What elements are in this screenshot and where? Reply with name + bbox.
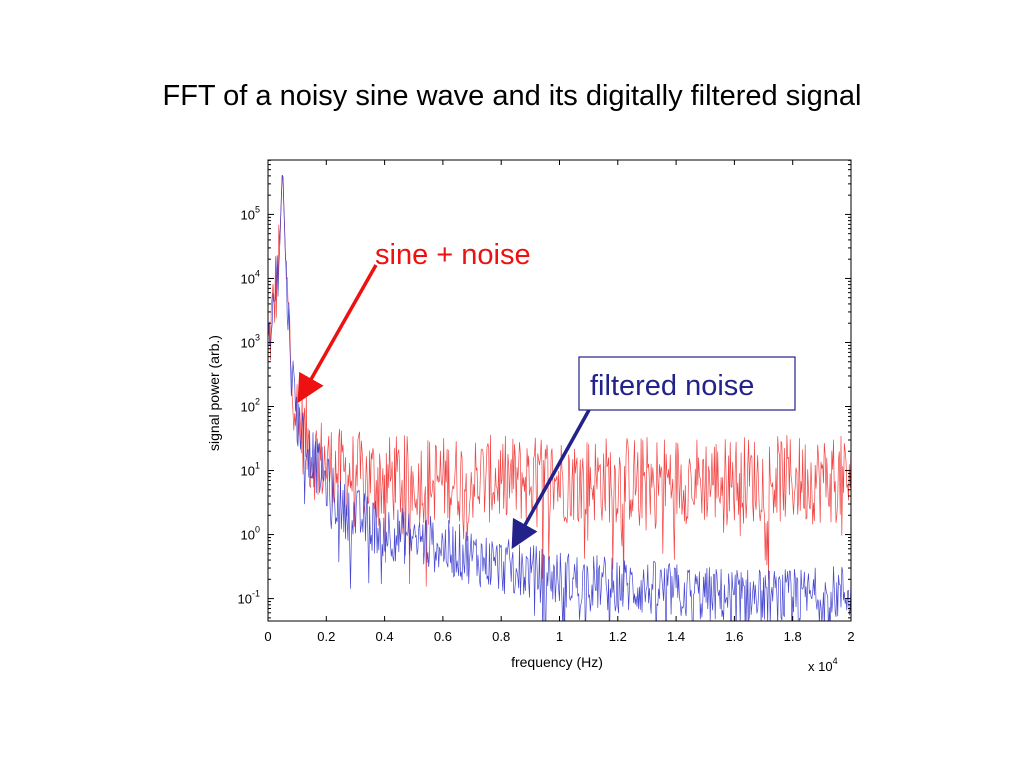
y-axis-label: signal power (arb.) (206, 335, 222, 451)
y-tick-exp: -1 (252, 589, 260, 599)
y-tick-exp: 2 (255, 397, 260, 407)
annotation-filtered-noise: filtered noise (590, 370, 754, 402)
y-tick-label: 101 (241, 461, 260, 479)
x-tick-label: 1.2 (609, 629, 627, 644)
y-tick-exp: 1 (255, 461, 260, 471)
y-tick-base: 10 (238, 592, 252, 607)
series-layer (268, 174, 851, 621)
y-tick-base: 10 (241, 207, 255, 222)
x-tick-label: 0 (264, 629, 271, 644)
series-line-0 (268, 174, 851, 592)
y-tick-base: 10 (241, 464, 255, 479)
slide-title: FFT of a noisy sine wave and its digital… (162, 80, 862, 112)
y-tick-base: 10 (241, 335, 255, 350)
x-tick-label: 1.8 (784, 629, 802, 644)
y-tick-label: 105 (241, 204, 260, 222)
y-tick-base: 10 (241, 271, 255, 286)
filtered-noise-box (578, 356, 796, 411)
series-line-1 (268, 174, 851, 621)
x-tick-label: 1.4 (667, 629, 685, 644)
x-axis-label: frequency (Hz) (511, 654, 603, 670)
y-tick-label: 102 (241, 397, 260, 415)
y-tick-label: 104 (241, 268, 260, 286)
x-tick-label: 0.8 (492, 629, 510, 644)
y-tick-base: 10 (241, 400, 255, 415)
x-tick-label: 0.4 (376, 629, 394, 644)
y-tick-label: 10-1 (238, 589, 260, 607)
x-multiplier-exp: 4 (833, 656, 838, 666)
x-tick-label: 0.2 (317, 629, 335, 644)
y-tick-exp: 5 (255, 204, 260, 214)
y-tick-exp: 4 (255, 268, 260, 278)
ticks-layer: 0 0.2 0.4 0.6 0.8 1 1.2 1.4 1.6 1.8 210-1100101102… (238, 159, 855, 644)
sine-noise-arrow (297, 264, 378, 404)
x-tick-label: 1 (556, 629, 563, 644)
x-tick-label: 2 (847, 629, 854, 644)
x-axis-multiplier: x 104 (808, 656, 838, 674)
x-tick-label: 0.6 (434, 629, 452, 644)
y-tick-exp: 0 (255, 525, 260, 535)
y-tick-base: 10 (241, 528, 255, 543)
filtered-noise-arrow (511, 409, 591, 550)
x-multiplier-base: x 10 (808, 659, 833, 674)
y-tick-exp: 3 (255, 332, 260, 342)
y-tick-label: 100 (241, 525, 260, 543)
x-tick-label: 1.6 (725, 629, 743, 644)
annotation-sine-noise: sine + noise (375, 239, 531, 271)
y-tick-label: 103 (241, 332, 260, 350)
